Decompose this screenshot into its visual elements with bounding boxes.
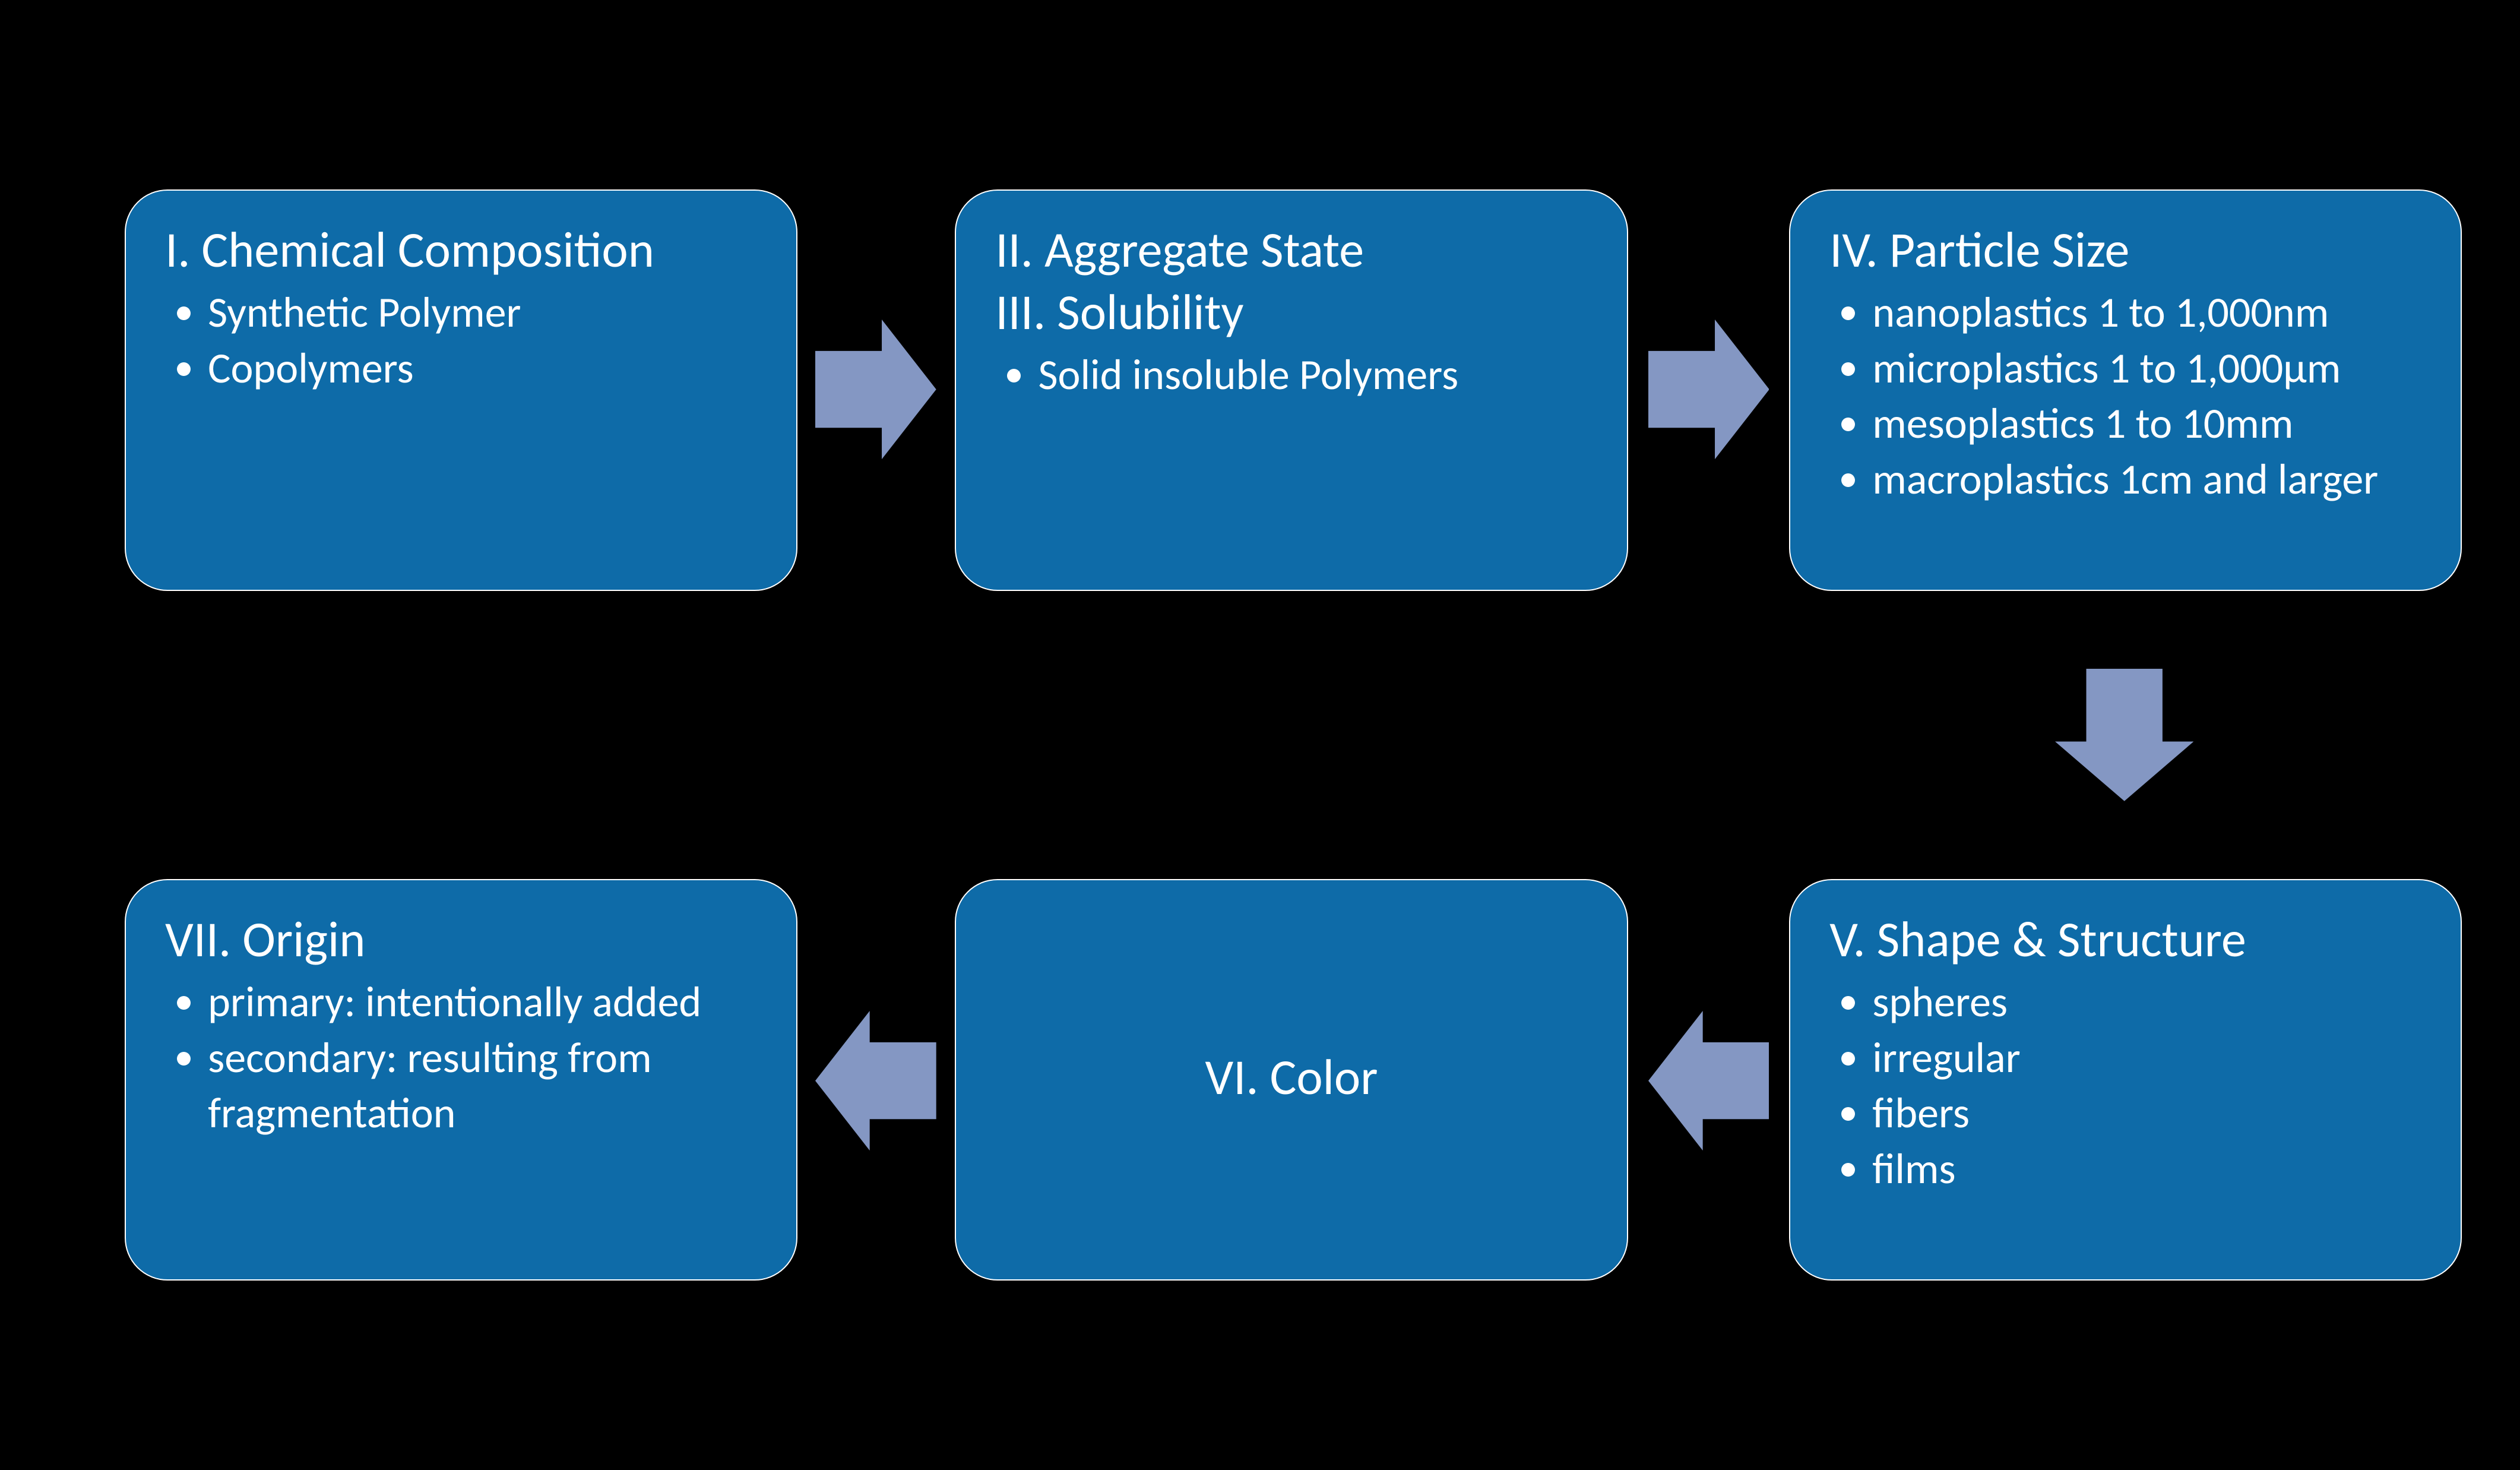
node-bullet: microplastics 1 to 1,000µm: [1872, 341, 2421, 397]
node-titles: I. Chemical Composition: [165, 219, 757, 280]
node-bullet: macroplastics 1cm and larger: [1872, 452, 2421, 508]
node-title: VII. Origin: [165, 909, 757, 970]
node-bullet: irregular: [1872, 1030, 2421, 1086]
node-bullet: films: [1872, 1142, 2421, 1197]
node-titles: VII. Origin: [165, 909, 757, 970]
flow-node-n6: VII. Originprimary: intentionally addeds…: [125, 879, 797, 1281]
node-titles: IV. Particle Size: [1829, 219, 2421, 280]
node-bullet: fibers: [1872, 1086, 2421, 1142]
flow-node-n3: IV. Particle Sizenanoplastics 1 to 1,000…: [1789, 189, 2462, 591]
node-bullet: spheres: [1872, 975, 2421, 1030]
node-titles: II. Aggregate StateIII. Solubility: [995, 219, 1587, 343]
flow-node-n5: VI. Color: [955, 879, 1628, 1281]
flow-arrow-left-icon: [815, 1011, 936, 1150]
flow-arrow-right-icon: [815, 320, 936, 459]
node-titles: V. Shape & Structure: [1829, 909, 2421, 970]
node-title: VI. Color: [1205, 1047, 1378, 1108]
node-titles: VI. Color: [1205, 1047, 1378, 1108]
node-bullet: nanoplastics 1 to 1,000nm: [1872, 285, 2421, 341]
flow-node-n1: I. Chemical CompositionSynthetic Polymer…: [125, 189, 797, 591]
node-bullets: Synthetic PolymerCopolymers: [165, 285, 757, 396]
flowchart-canvas: I. Chemical CompositionSynthetic Polymer…: [0, 0, 2520, 1470]
node-bullet: Copolymers: [208, 341, 757, 397]
node-bullets: nanoplastics 1 to 1,000nmmicroplastics 1…: [1829, 285, 2421, 507]
node-title: I. Chemical Composition: [165, 219, 757, 280]
node-bullet: primary: intentionally added: [208, 975, 757, 1030]
node-title: III. Solubility: [995, 282, 1587, 343]
node-bullet: secondary: resulting from fragmentation: [208, 1030, 757, 1142]
flow-node-n2: II. Aggregate StateIII. SolubilitySolid …: [955, 189, 1628, 591]
node-title: IV. Particle Size: [1829, 219, 2421, 280]
node-bullet: Solid insoluble Polymers: [1038, 347, 1587, 403]
flow-arrow-right-icon: [1648, 320, 1769, 459]
node-bullet: mesoplastics 1 to 10mm: [1872, 396, 2421, 452]
node-bullet: Synthetic Polymer: [208, 285, 757, 341]
node-title: II. Aggregate State: [995, 219, 1587, 280]
flow-arrow-down-icon: [2055, 669, 2193, 801]
node-bullets: Solid insoluble Polymers: [995, 347, 1587, 403]
node-bullets: spheresirregularfibersfilms: [1829, 975, 2421, 1197]
flow-arrow-left-icon: [1648, 1011, 1769, 1150]
flow-node-n4: V. Shape & Structurespheresirregularfibe…: [1789, 879, 2462, 1281]
node-title: V. Shape & Structure: [1829, 909, 2421, 970]
node-bullets: primary: intentionally addedsecondary: r…: [165, 975, 757, 1142]
